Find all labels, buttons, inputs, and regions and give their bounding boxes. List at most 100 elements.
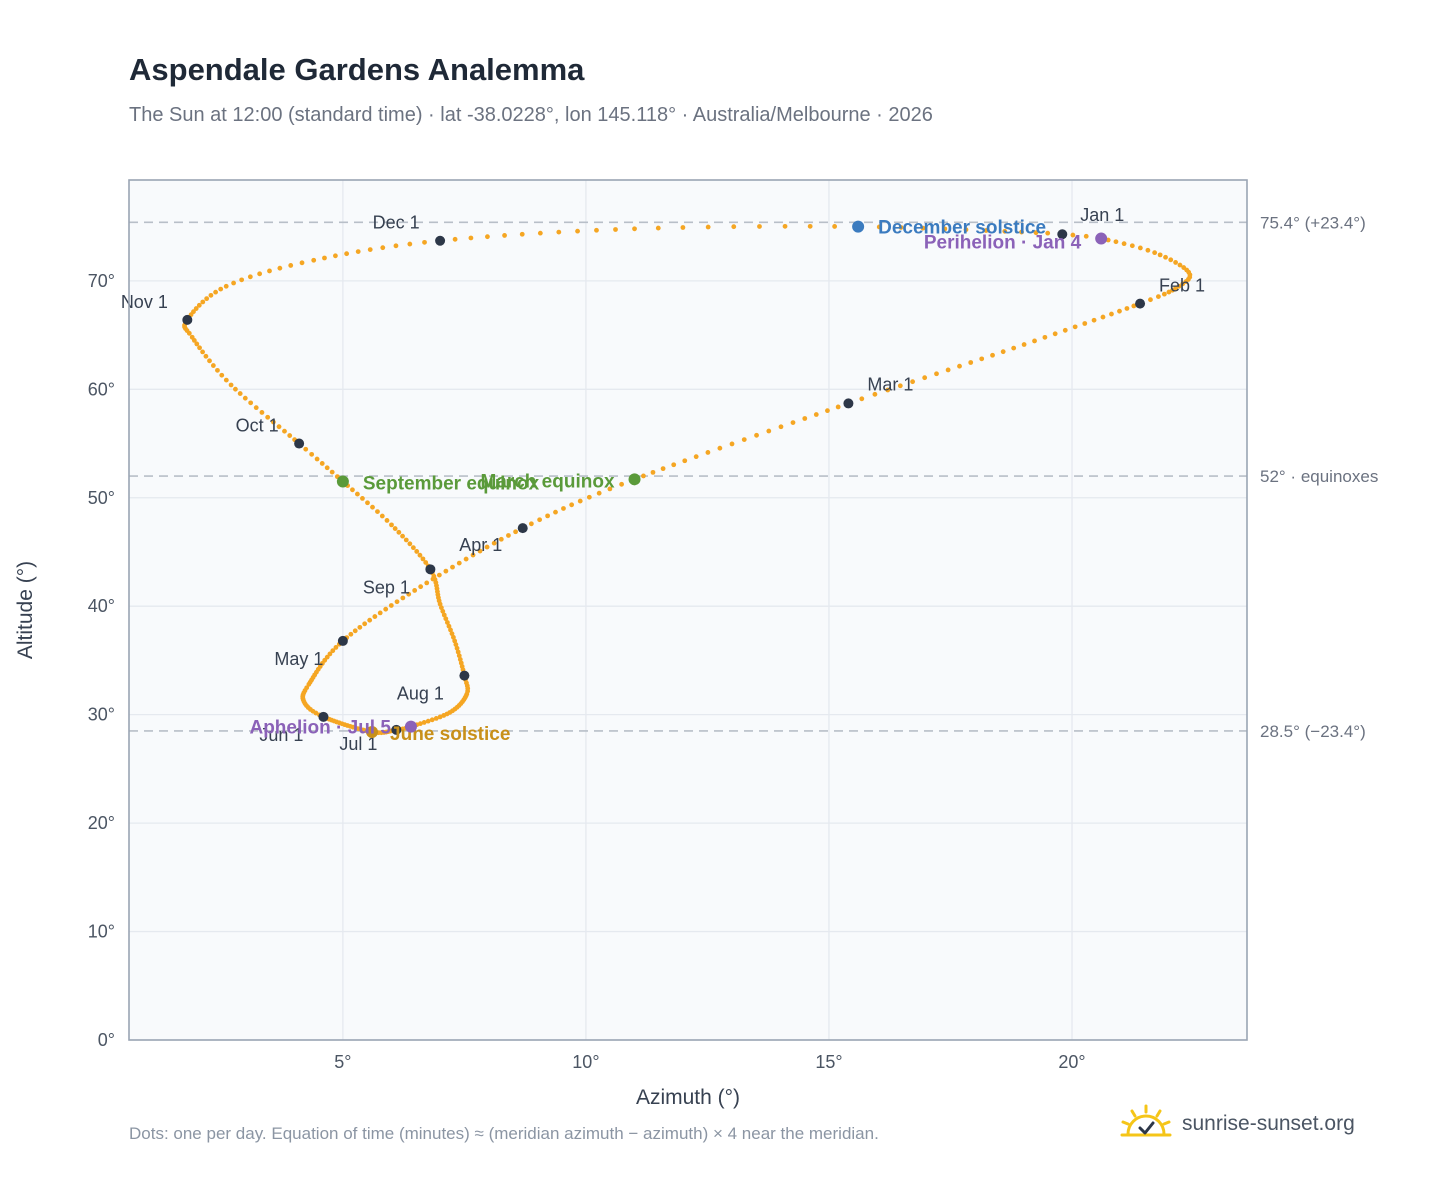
- daily-dot: [233, 386, 238, 392]
- daily-dot: [423, 560, 429, 565]
- y-tick-label: 20°: [88, 813, 115, 833]
- daily-dot: [457, 657, 463, 662]
- daily-dot: [270, 419, 276, 425]
- y-tick-label: 50°: [88, 488, 115, 508]
- daily-dot: [384, 518, 390, 523]
- daily-dot: [1021, 342, 1027, 347]
- daily-dot: [396, 529, 402, 535]
- daily-dot: [367, 247, 373, 253]
- daily-dot: [1129, 243, 1135, 249]
- daily-dot: [406, 591, 412, 597]
- daily-dot: [729, 441, 735, 447]
- month-marker: [435, 235, 446, 246]
- daily-dot: [491, 540, 497, 546]
- daily-dot: [383, 606, 389, 612]
- daily-dot: [1000, 349, 1006, 355]
- sun-logo-icon: [1120, 1104, 1172, 1137]
- daily-dot: [400, 595, 406, 601]
- daily-dot: [990, 352, 995, 358]
- daily-dot: [247, 274, 253, 280]
- daily-dot: [1019, 229, 1024, 235]
- daily-dot: [1168, 257, 1174, 263]
- daily-dot: [1011, 345, 1017, 351]
- brand-link[interactable]: sunrise-sunset.org: [1120, 1102, 1355, 1146]
- daily-dot: [303, 446, 309, 452]
- special-point-label: March equinox: [480, 471, 615, 492]
- daily-dot: [1109, 311, 1114, 317]
- daily-dot: [485, 234, 490, 240]
- daily-dot: [528, 521, 534, 527]
- daily-dot: [766, 428, 772, 434]
- daily-dot: [876, 224, 882, 230]
- daily-dot: [242, 395, 248, 401]
- daily-dot: [1148, 297, 1153, 303]
- daily-dot: [417, 552, 423, 558]
- daily-dot: [218, 286, 224, 292]
- daily-dot: [922, 375, 928, 381]
- month-marker: [425, 564, 436, 575]
- daily-dot: [1152, 250, 1158, 256]
- daily-dot: [1161, 291, 1167, 297]
- daily-dot: [453, 642, 459, 647]
- daily-dot: [1155, 294, 1161, 300]
- month-marker-label: May 1: [274, 649, 323, 669]
- special-point-label: September equinox: [363, 473, 540, 494]
- special-point-label: Perihelion · Jan 4: [924, 233, 1082, 254]
- month-marker-label: Jan 1: [1080, 205, 1124, 225]
- month-marker: [1135, 298, 1146, 309]
- daily-dot: [1137, 245, 1143, 251]
- month-marker: [459, 670, 470, 681]
- daily-dot: [421, 720, 427, 725]
- special-point: [336, 475, 349, 488]
- daily-dot: [200, 349, 205, 355]
- month-marker: [318, 711, 329, 722]
- month-marker-label: Feb 1: [1159, 276, 1205, 296]
- page-title: Aspendale Gardens Analemma: [129, 52, 585, 87]
- daily-dot: [594, 227, 599, 233]
- daily-dot: [484, 544, 490, 550]
- daily-dot: [417, 721, 423, 727]
- daily-dot: [872, 391, 878, 397]
- daily-dot: [452, 638, 458, 644]
- x-tick-label: 15°: [815, 1052, 842, 1072]
- daily-dot: [394, 599, 400, 605]
- daily-dot: [444, 620, 450, 625]
- month-markers: Jan 1 Feb 1 Mar 1 Apr 1 May 1 Jun 1 Jul 1 Aug 1…: [121, 205, 1205, 754]
- daily-dot: [357, 624, 363, 630]
- daily-dot: [311, 257, 317, 263]
- daily-dot: [569, 502, 575, 508]
- special-point: [366, 726, 379, 739]
- month-marker-label: Nov 1: [121, 292, 168, 312]
- daily-dot: [1173, 260, 1179, 265]
- daily-dot: [963, 227, 969, 233]
- daily-dot: [1033, 230, 1039, 236]
- daily-dot: [407, 541, 413, 547]
- y-tick-label: 60°: [88, 379, 115, 399]
- daily-dot: [360, 495, 365, 501]
- daily-dot: [586, 494, 592, 500]
- daily-dot: [215, 367, 220, 373]
- grid-lines: [129, 180, 1247, 1041]
- daily-dot: [436, 572, 442, 578]
- daily-dot: [210, 363, 216, 368]
- daily-dot: [330, 648, 336, 654]
- daily-dot: [259, 410, 265, 415]
- y-axis-label: Altitude (°): [14, 561, 37, 659]
- daily-dot: [655, 225, 661, 231]
- y-tick-label: 70°: [88, 271, 115, 291]
- special-point-label: December solstice: [878, 218, 1046, 239]
- daily-dot: [348, 631, 354, 637]
- reference-line-label: 52° · equinoxes: [1260, 467, 1378, 486]
- daily-dot: [393, 243, 399, 249]
- daily-dot: [813, 412, 819, 417]
- daily-dot: [502, 233, 507, 238]
- daily-dot: [553, 509, 558, 515]
- daily-dot: [193, 306, 199, 311]
- daily-dot: [208, 292, 214, 298]
- daily-dot: [577, 498, 583, 504]
- daily-dot: [443, 616, 449, 622]
- daily-dot: [362, 621, 368, 627]
- month-marker: [517, 523, 528, 534]
- daily-dot: [754, 432, 759, 438]
